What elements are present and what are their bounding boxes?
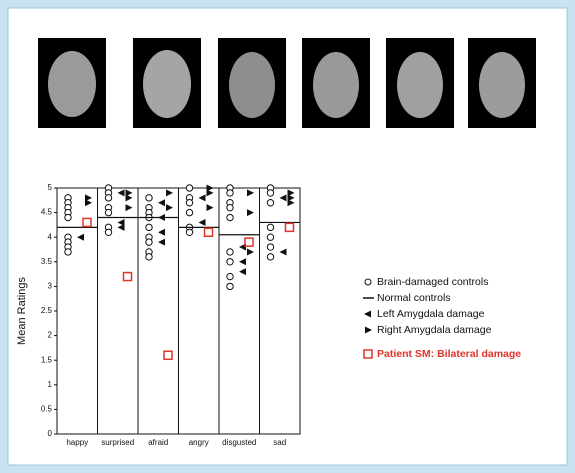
- y-tick-label: 3.5: [41, 257, 53, 266]
- left-damage-point: [158, 238, 165, 246]
- y-tick-label: 0: [48, 429, 53, 438]
- control-point: [266, 199, 275, 207]
- left-damage-point: [158, 199, 165, 207]
- control-point: [104, 208, 113, 217]
- control-point: [145, 223, 153, 232]
- y-tick-label: 1: [48, 380, 53, 389]
- control-point: [185, 208, 194, 217]
- control-point: [226, 272, 234, 281]
- control-point: [226, 203, 234, 212]
- control-point: [266, 189, 275, 197]
- x-tick-label: happy: [66, 438, 88, 447]
- control-point: [185, 199, 194, 207]
- left-damage-point: [77, 233, 84, 241]
- y-tick-label: 5: [48, 183, 53, 192]
- left-damage-point: [279, 248, 287, 256]
- x-tick-label: afraid: [148, 438, 168, 447]
- patient-point: [203, 227, 214, 238]
- left-damage-point: [239, 268, 246, 276]
- y-tick-label: 3: [48, 282, 53, 291]
- legend-symbol: [363, 349, 373, 359]
- left-damage-point: [198, 194, 206, 202]
- x-tick-label: surprised: [101, 438, 134, 447]
- left-damage-point: [239, 258, 246, 266]
- control-point: [226, 282, 234, 291]
- control-point: [185, 184, 194, 192]
- legend-symbol: [364, 278, 372, 286]
- right-damage-point: [287, 199, 295, 207]
- patient-point: [82, 217, 92, 228]
- right-damage-point: [125, 204, 133, 212]
- y-tick-label: 2.5: [41, 306, 53, 315]
- x-tick-label: angry: [189, 438, 209, 447]
- legend-label: Brain-damaged controls: [377, 276, 488, 288]
- right-damage-point: [247, 209, 254, 217]
- right-damage-point: [247, 248, 254, 256]
- y-tick-label: 1.5: [41, 355, 53, 364]
- left-damage-point: [117, 223, 125, 231]
- patient-point: [244, 237, 254, 247]
- control-point: [64, 248, 72, 256]
- right-damage-point: [206, 204, 214, 212]
- right-damage-point: [125, 194, 133, 202]
- right-damage-point: [166, 189, 173, 197]
- left-damage-point: [158, 228, 165, 236]
- control-point: [266, 243, 275, 251]
- right-damage-point: [85, 194, 92, 202]
- y-tick-label: 0.5: [41, 405, 53, 414]
- y-axis-label: Mean Ratings: [16, 277, 28, 345]
- right-damage-point: [206, 189, 214, 197]
- right-damage-point: [287, 194, 295, 202]
- legend-label: Right Amygdala damage: [377, 324, 492, 336]
- left-damage-point: [117, 218, 125, 226]
- right-damage-point: [206, 184, 214, 192]
- control-point: [266, 253, 275, 261]
- right-damage-point: [166, 204, 173, 212]
- legend-label: Normal controls: [377, 292, 451, 304]
- right-damage-point: [125, 189, 133, 197]
- patient-point: [163, 350, 173, 361]
- right-damage-point: [287, 189, 295, 197]
- right-damage-point: [85, 199, 92, 207]
- legend-label: Left Amygdala damage: [377, 308, 485, 320]
- control-point: [226, 189, 234, 197]
- patient-point: [284, 222, 295, 233]
- left-damage-point: [158, 214, 165, 222]
- control-point: [145, 238, 153, 246]
- left-damage-point: [198, 218, 206, 226]
- control-point: [226, 213, 234, 222]
- control-point: [266, 223, 275, 232]
- right-damage-point: [247, 189, 254, 197]
- control-point: [145, 194, 153, 202]
- control-point: [185, 228, 194, 236]
- control-point: [145, 253, 153, 261]
- control-point: [104, 228, 113, 236]
- control-point: [104, 194, 113, 202]
- left-damage-point: [279, 194, 287, 202]
- legend-symbol: [365, 326, 372, 334]
- legend-label: Patient SM: Bilateral damage: [377, 348, 521, 360]
- control-point: [266, 233, 275, 241]
- y-tick-label: 4: [48, 232, 53, 241]
- left-damage-point: [117, 189, 125, 197]
- control-point: [64, 213, 72, 222]
- y-tick-label: 4.5: [41, 208, 53, 217]
- x-tick-label: sad: [273, 438, 286, 447]
- legend-symbol: [364, 310, 371, 318]
- patient-point: [122, 271, 133, 282]
- control-point: [226, 258, 234, 266]
- face-photos: [38, 38, 536, 128]
- x-tick-label: disgusted: [222, 438, 256, 447]
- y-tick-label: 2: [48, 331, 53, 340]
- control-point: [226, 248, 234, 256]
